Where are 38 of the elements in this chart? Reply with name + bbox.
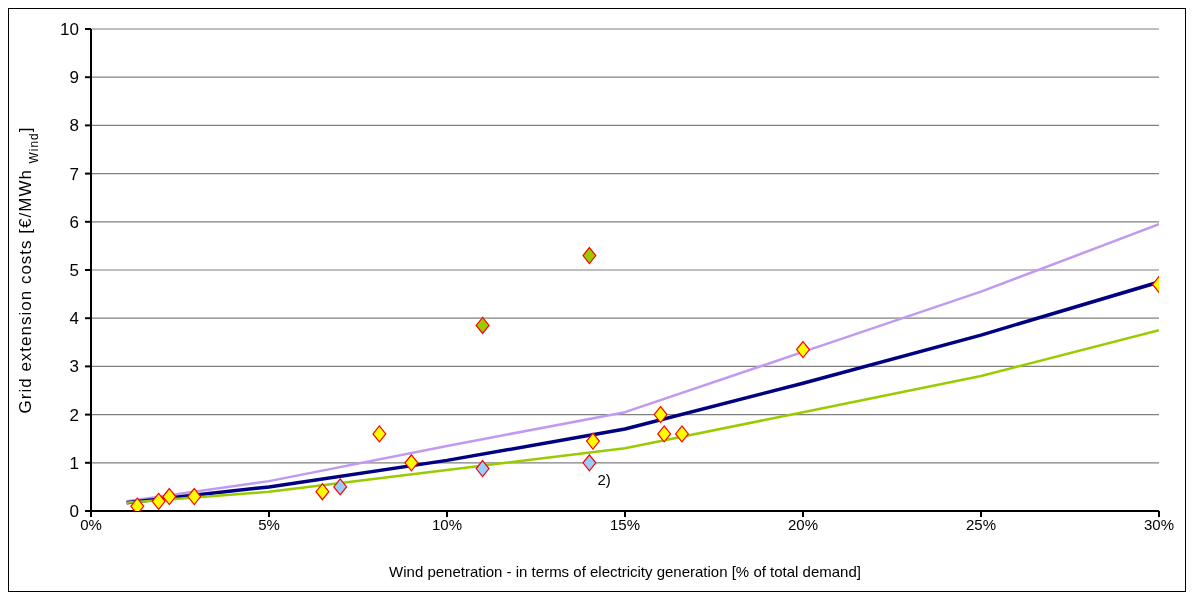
point bbox=[187, 487, 202, 506]
point bbox=[585, 432, 600, 450]
x-axis-title: Wind penetration - in terms of electricity generation [% of total demand] bbox=[389, 563, 861, 580]
point bbox=[475, 459, 490, 478]
point bbox=[162, 487, 177, 506]
point bbox=[674, 425, 689, 443]
y-tick-label: 2 bbox=[69, 405, 79, 425]
point bbox=[657, 425, 672, 443]
line-series bbox=[125, 329, 1159, 505]
y-tick-label: 9 bbox=[69, 68, 79, 88]
point bbox=[333, 478, 348, 496]
y-tick-label: 0 bbox=[69, 502, 79, 521]
point bbox=[582, 246, 597, 265]
x-tick-label: 5% bbox=[258, 515, 280, 533]
y-tick-label: 8 bbox=[69, 116, 79, 136]
y-tick-label: 1 bbox=[69, 453, 79, 473]
annotation: 2) bbox=[597, 470, 611, 488]
line-series bbox=[125, 222, 1159, 503]
x-tick-label: 20% bbox=[787, 515, 819, 533]
y-tick-label: 5 bbox=[69, 261, 79, 280]
y-tick-label: 3 bbox=[69, 357, 79, 377]
y-tick-label: 6 bbox=[69, 212, 79, 232]
point bbox=[653, 406, 668, 424]
x-tick-label: 25% bbox=[965, 515, 997, 533]
x-tick-label: 0% bbox=[80, 515, 102, 533]
point bbox=[796, 340, 810, 359]
x-tick-label: 15% bbox=[609, 515, 641, 533]
y-tick-label: 10 bbox=[60, 20, 79, 39]
point bbox=[582, 454, 597, 472]
point bbox=[475, 316, 490, 335]
point bbox=[404, 454, 419, 472]
y-tick-label: 7 bbox=[69, 164, 79, 184]
point bbox=[315, 483, 330, 501]
x-tick-label: 30% bbox=[1143, 515, 1175, 533]
point bbox=[151, 492, 166, 510]
y-tick-label: 4 bbox=[69, 309, 79, 329]
point bbox=[372, 425, 387, 443]
x-tick-label: 10% bbox=[431, 515, 463, 533]
